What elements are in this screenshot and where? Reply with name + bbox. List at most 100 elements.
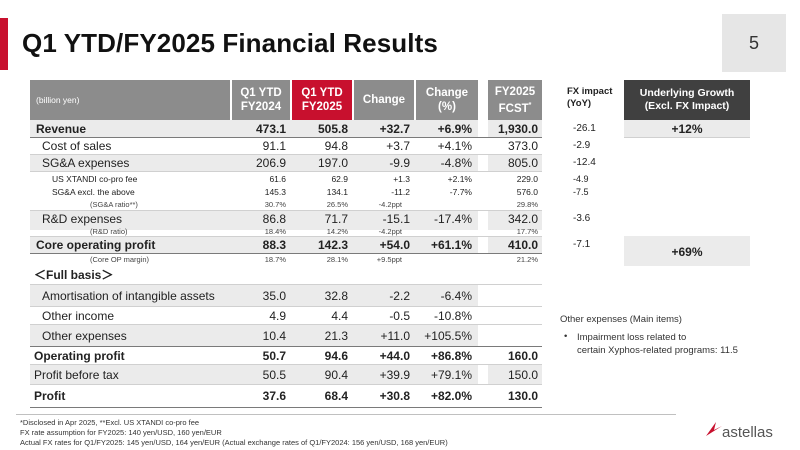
- astellas-logo-text: astellas: [722, 424, 773, 441]
- cell-amort-q1-2025: 32.8: [324, 289, 348, 303]
- row-label-revenue: Revenue: [36, 122, 87, 136]
- bullet-icon: •: [564, 331, 568, 342]
- row-divider: [30, 384, 542, 385]
- row-divider: [30, 324, 542, 325]
- row-label-sga-excl: SG&A excl. the above: [52, 187, 135, 197]
- row-label-operating-profit: Operating profit: [34, 349, 125, 363]
- cell-rd-ratio-change: -4.2ppt: [378, 227, 402, 236]
- cell-core-op-margin-fcst: 21.2%: [516, 255, 538, 264]
- note-line-1: Impairment loss related to: [577, 332, 687, 343]
- col-header-fy2025-fcst: FY2025 FCST*: [488, 80, 542, 120]
- cell-core-op-margin-q1-2024: 18.7%: [264, 255, 286, 264]
- row-label-profit: Profit: [34, 389, 66, 403]
- ug-fill-revenue: [624, 120, 750, 137]
- col-header-underlying-growth: Underlying Growth (Excl. FX Impact): [624, 80, 750, 120]
- cell-cos-change: +3.7: [386, 139, 410, 153]
- cell-core-op-q1-2024: 88.3: [262, 238, 286, 252]
- cell-core-op-change-pct: +61.1%: [430, 238, 472, 252]
- row-divider: [30, 346, 542, 347]
- cell-sga-change: -9.9: [389, 156, 410, 170]
- cell-oi-change: -0.5: [389, 309, 410, 323]
- cell-cos-q1-2025: 94.8: [324, 139, 348, 153]
- row-divider: [30, 236, 542, 237]
- col-header-q1-fy2025-line2: FY2025: [301, 101, 343, 113]
- cell-sga-ratio-change: -4.2ppt: [378, 200, 402, 209]
- cell-op-q1-2025: 94.6: [324, 349, 348, 363]
- cell-rd-change: -15.1: [382, 212, 410, 226]
- col-header-ug-line2: (Excl. FX Impact): [644, 100, 730, 112]
- cell-xtandi-q1-2024: 61.6: [269, 174, 286, 184]
- unit-label: (billion yen): [36, 95, 80, 105]
- cell-op-q1-2024: 50.7: [262, 349, 286, 363]
- cell-sga-excl-q1-2024: 145.3: [264, 187, 286, 197]
- row-divider: [30, 137, 542, 138]
- cell-oi-q1-2024: 4.9: [269, 309, 286, 323]
- title-accent-bar: [0, 18, 8, 70]
- col-header-change-pct-line1: Change: [425, 87, 469, 99]
- row-label-rd-ratio: (R&D ratio): [90, 227, 128, 236]
- row-label-other-expenses: Other expenses: [42, 329, 127, 343]
- row-label-sga: SG&A expenses: [42, 156, 130, 170]
- col-header-change-pct: Change (%): [416, 80, 478, 120]
- cell-sga-excl-change-pct: -7.7%: [449, 187, 472, 197]
- cell-op-fcst: 160.0: [507, 349, 538, 363]
- row-fill-other-expenses: [30, 324, 542, 346]
- col-header-fcst-line2: FCST: [498, 102, 529, 115]
- cell-amort-change-pct: -6.4%: [440, 289, 472, 303]
- cell-sga-change-pct: -4.8%: [440, 156, 472, 170]
- astellas-logo-icon: [706, 422, 722, 436]
- cell-rd-ratio-fcst: 17.7%: [516, 227, 538, 236]
- cell-sga-q1-2024: 206.9: [255, 156, 286, 170]
- cell-sga-fcst: 805.0: [507, 156, 538, 170]
- cell-pbt-q1-2025: 90.4: [324, 368, 348, 382]
- cell-rd-q1-2024: 86.8: [262, 212, 286, 226]
- cell-amort-change: -2.2: [389, 289, 410, 303]
- section-full-basis: ＜Full basis＞: [34, 268, 114, 282]
- cell-cos-change-pct: +4.1%: [437, 139, 472, 153]
- cell-oe-change: +11.0: [380, 329, 410, 343]
- cell-core-op-margin-q1-2025: 28.1%: [326, 255, 348, 264]
- cell-profit-q1-2024: 37.6: [262, 389, 286, 403]
- row-divider: [30, 364, 542, 365]
- row-fill-sga: [30, 154, 542, 171]
- col-header-fx-line1: FX impact: [567, 86, 613, 97]
- cell-oi-q1-2025: 4.4: [331, 309, 348, 323]
- footnote-2: FX rate assumption for FY2025: 140 yen/U…: [20, 428, 222, 437]
- row-fill-core-op: [30, 236, 542, 253]
- cell-revenue-q1-2025: 505.8: [317, 122, 348, 136]
- footnote-1: *Disclosed in Apr 2025, **Excl. US XTAND…: [20, 418, 200, 427]
- cell-xtandi-fcst: 229.0: [516, 174, 538, 184]
- col-header-q1-fy2024-line2: FY2024: [240, 101, 282, 113]
- cell-op-change: +44.0: [379, 349, 410, 363]
- row-label-xtandi-copro: US XTANDI co-pro fee: [52, 174, 138, 184]
- col-header-change: Change: [354, 80, 414, 120]
- cell-xtandi-fx: -4.9: [573, 174, 589, 184]
- col-header-q1-fy2024: Q1 YTD FY2024: [232, 80, 290, 120]
- cell-sga-ratio-fcst: 29.8%: [516, 200, 538, 209]
- page-title: Q1 YTD/FY2025 Financial Results: [22, 28, 438, 58]
- cell-pbt-q1-2024: 50.5: [262, 368, 286, 382]
- col-header-ug-line1: Underlying Growth: [639, 87, 735, 99]
- row-label-rd: R&D expenses: [42, 212, 123, 226]
- footnote-3: Actual FX rates for Q1/FY2025: 145 yen/U…: [20, 438, 448, 447]
- cell-xtandi-change-pct: +2.1%: [447, 174, 472, 184]
- cell-revenue-q1-2024: 473.1: [255, 122, 286, 136]
- ug-revenue: +12%: [671, 122, 703, 136]
- cell-core-op-q1-2025: 142.3: [317, 238, 348, 252]
- row-label-core-op-margin: (Core OP margin): [90, 255, 150, 264]
- cell-rd-q1-2025: 71.7: [324, 212, 348, 226]
- cell-sga-q1-2025: 197.0: [317, 156, 348, 170]
- cell-oi-change-pct: -10.8%: [433, 309, 472, 323]
- cell-pbt-change: +39.9: [379, 368, 410, 382]
- row-fill-revenue: [30, 120, 542, 137]
- cell-sga-excl-q1-2025: 134.1: [326, 187, 348, 197]
- row-divider: [30, 154, 542, 155]
- note-line-2: certain Xyphos-related programs: 11.5: [577, 345, 738, 356]
- row-divider: [30, 284, 542, 285]
- row-label-cost-of-sales: Cost of sales: [42, 139, 112, 153]
- cell-op-change-pct: +86.8%: [430, 349, 472, 363]
- cell-pbt-fcst: 150.0: [507, 368, 538, 382]
- cell-sga-fx: -12.4: [573, 157, 596, 168]
- cell-rd-fx: -3.6: [573, 213, 591, 224]
- cell-sga-excl-fx: -7.5: [573, 187, 589, 197]
